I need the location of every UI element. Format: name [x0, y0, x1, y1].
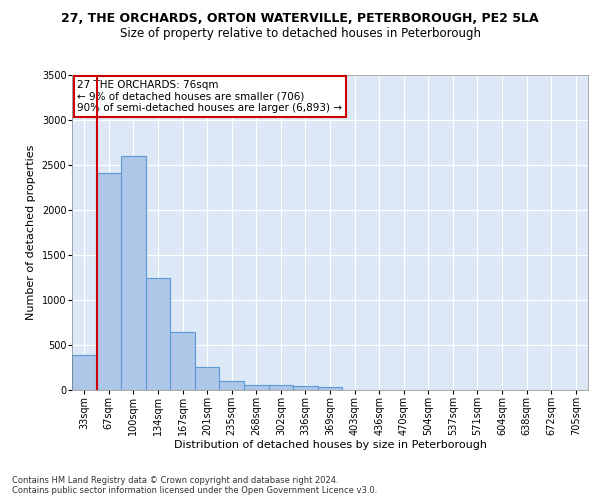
- Bar: [121, 156, 146, 390]
- Text: Contains HM Land Registry data © Crown copyright and database right 2024.
Contai: Contains HM Land Registry data © Crown c…: [12, 476, 377, 495]
- Bar: [220, 381, 244, 390]
- Bar: [170, 332, 195, 390]
- Text: 27, THE ORCHARDS, ORTON WATERVILLE, PETERBOROUGH, PE2 5LA: 27, THE ORCHARDS, ORTON WATERVILLE, PETE…: [61, 12, 539, 26]
- Y-axis label: Number of detached properties: Number of detached properties: [26, 145, 36, 320]
- Bar: [269, 385, 293, 390]
- Bar: [318, 387, 342, 390]
- Bar: [146, 278, 170, 390]
- Bar: [293, 386, 318, 390]
- Text: Size of property relative to detached houses in Peterborough: Size of property relative to detached ho…: [119, 28, 481, 40]
- Bar: [195, 366, 220, 390]
- Bar: [97, 173, 121, 390]
- Bar: [244, 384, 269, 390]
- X-axis label: Distribution of detached houses by size in Peterborough: Distribution of detached houses by size …: [173, 440, 487, 450]
- Text: 27 THE ORCHARDS: 76sqm
← 9% of detached houses are smaller (706)
90% of semi-det: 27 THE ORCHARDS: 76sqm ← 9% of detached …: [77, 80, 342, 113]
- Bar: [72, 355, 97, 390]
